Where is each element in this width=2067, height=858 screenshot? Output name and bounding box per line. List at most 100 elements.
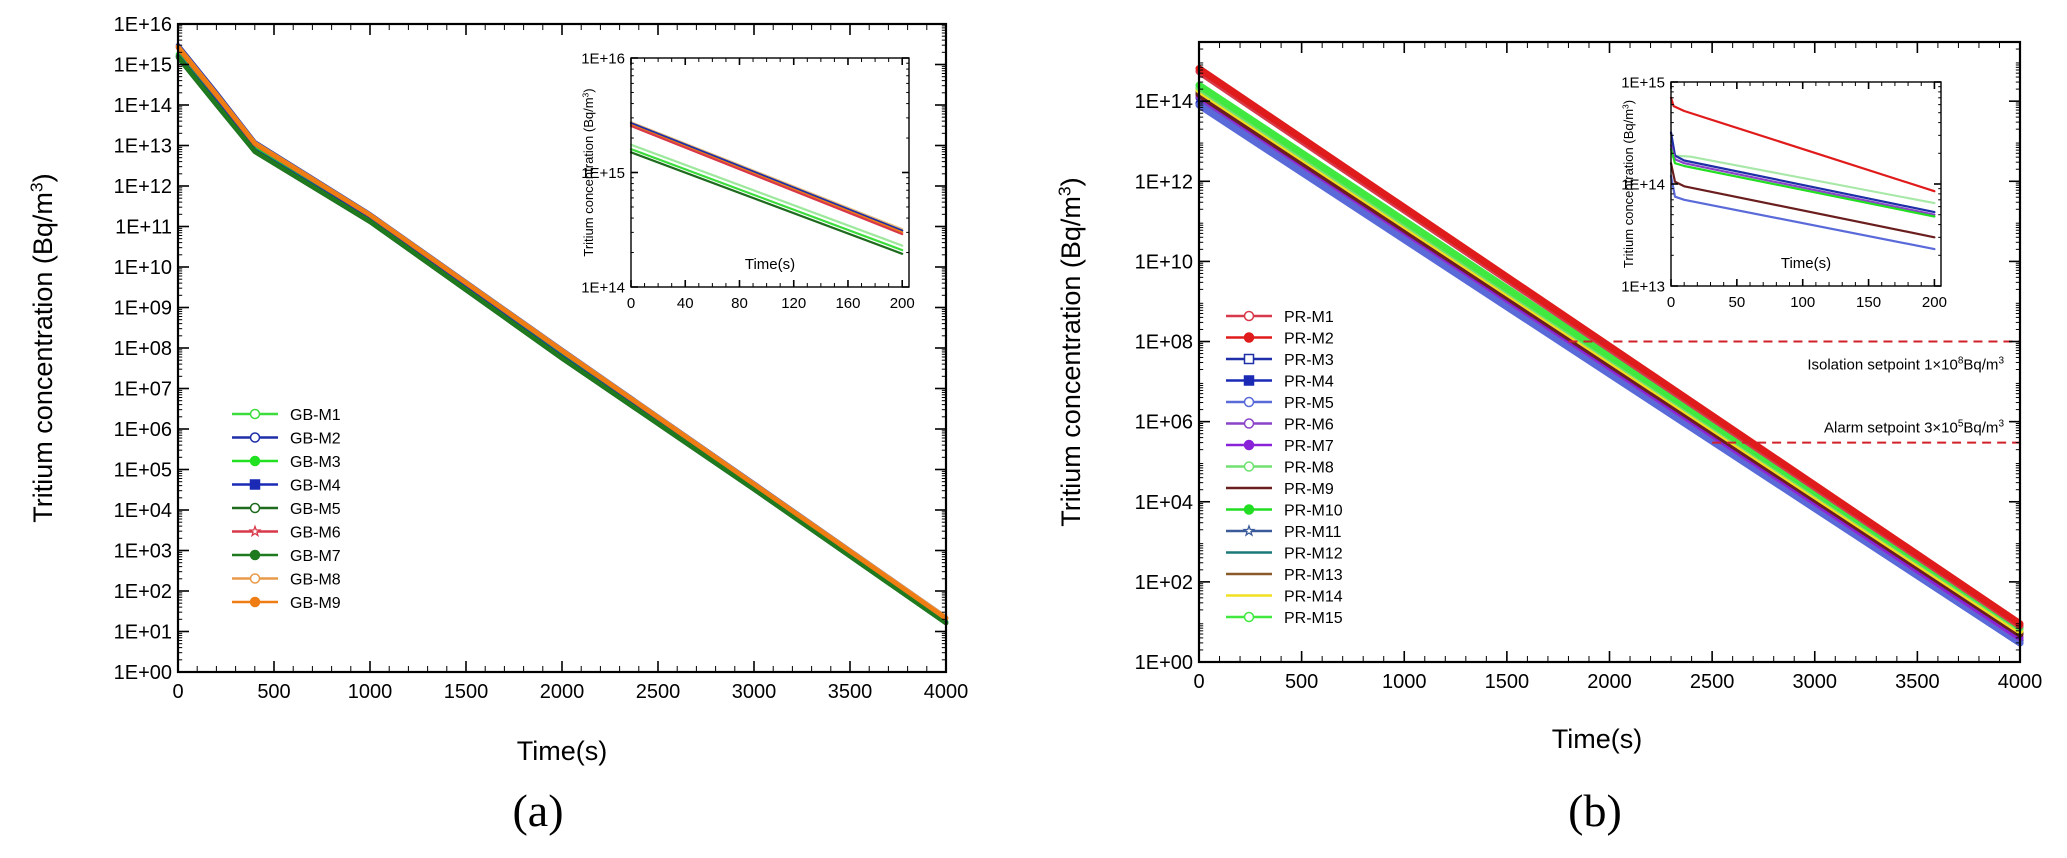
legend-label: PR-M8 <box>1284 460 1334 477</box>
y-tick-label: 1E+07 <box>114 379 172 401</box>
y-tick-label: 1E+08 <box>114 338 172 360</box>
x-tick-label: 1000 <box>1382 671 1427 693</box>
setpoint-label-unit: Bq/m <box>1963 420 1998 437</box>
y-tick-label: 1E+04 <box>1135 492 1193 514</box>
a-inset-line <box>629 124 904 236</box>
y-axis-label: Tritium concentration (Bq/m3) <box>1055 177 1086 526</box>
y-axis-label-sup: 3 <box>1055 186 1075 196</box>
x-axis-label: Time(s) <box>517 736 607 766</box>
legend-entry: PR-M13 <box>1226 567 1343 584</box>
setpoint-label-sup: 5 <box>1958 419 1964 430</box>
a-inset-y-axis-label-end: ) <box>581 88 596 92</box>
b-inset-line <box>1669 162 1936 239</box>
legend-label: PR-M11 <box>1284 524 1342 541</box>
x-tick-label: 1500 <box>444 681 489 703</box>
legend-label: GB-M8 <box>290 572 341 589</box>
x-tick-label: 3500 <box>1895 671 1940 693</box>
y-tick-label: 1E+06 <box>1135 412 1193 434</box>
y-axis-label-main: Tritium concentration (Bq/m <box>28 192 58 523</box>
series-line-gb-m7 <box>175 54 949 626</box>
legend-marker <box>1243 504 1255 515</box>
legend-marker <box>1243 418 1255 429</box>
y-axis-label: Tritium concentration (Bq/m3) <box>27 173 58 522</box>
panel-a-chart: 0 500 1000 1500 2000 2500 3000 3500 40001E+001E+… <box>27 14 969 766</box>
setpoint-label-main: Alarm setpoint 3×10 <box>1824 420 1958 437</box>
legend-marker <box>249 455 261 467</box>
legend-label: PR-M15 <box>1284 610 1343 627</box>
legend-entry: PR-M7 <box>1226 438 1334 455</box>
legend-entry: PR-M2 <box>1226 331 1334 348</box>
x-tick-label: 1000 <box>348 681 393 703</box>
legend-marker <box>1243 332 1255 343</box>
x-tick-label: 0 <box>172 681 183 703</box>
legend-entry: GB-M9 <box>232 595 341 612</box>
legend-label: PR-M7 <box>1284 438 1334 455</box>
y-tick-label: 1E+13 <box>114 136 172 158</box>
setpoint-label-unit: Bq/m <box>1963 357 1998 374</box>
y-tick-label: 1E+00 <box>1135 652 1193 674</box>
legend-entry: GB-M5 <box>232 501 341 518</box>
legend-marker <box>249 596 261 608</box>
legend-entry: PR-M6 <box>1226 417 1334 434</box>
x-tick-label: 500 <box>1285 671 1318 693</box>
y-axis-label-sup: 3 <box>27 182 47 192</box>
x-tick-label: 0 <box>1193 671 1204 693</box>
y-tick-label: 1E+16 <box>114 14 172 36</box>
legend-label: PR-M10 <box>1284 503 1343 520</box>
legend-label: GB-M9 <box>290 595 341 612</box>
a-inset-y-tick-label: 1E+14 <box>581 279 625 296</box>
y-axis-label-main: Tritium concentration (Bq/m <box>1056 196 1086 527</box>
legend-entry: PR-M9 <box>1226 481 1334 498</box>
a-inset-x-tick-label: 40 <box>677 295 694 312</box>
a-inset-y-tick-label: 1E+15 <box>581 165 625 182</box>
a-inset-x-tick-label: 120 <box>781 295 806 312</box>
y-tick-label: 1E+00 <box>114 662 172 684</box>
legend-marker <box>1243 461 1255 472</box>
setpoint-label-sup: 8 <box>1958 356 1964 367</box>
y-tick-label: 1E+12 <box>1135 171 1193 193</box>
legend-marker <box>1243 375 1255 386</box>
legend-entry: GB-M7 <box>232 548 341 565</box>
y-tick-label: 1E+01 <box>114 622 172 644</box>
legend-label: GB-M5 <box>290 501 341 518</box>
legend-entry: PR-M8 <box>1226 460 1334 477</box>
x-tick-label: 2500 <box>1690 671 1735 693</box>
legend-marker <box>1242 524 1256 537</box>
y-axis-label-end: ) <box>28 173 58 182</box>
x-tick-label: 2000 <box>540 681 585 703</box>
legend-entry: PR-M5 <box>1226 395 1334 412</box>
x-tick-label: 4000 <box>924 681 969 703</box>
y-axis-label-end: ) <box>1056 177 1086 186</box>
y-tick-label: 1E+05 <box>114 460 172 482</box>
b-inset-x-tick-label: 0 <box>1667 294 1675 311</box>
a-inset-x-axis-label: Time(s) <box>745 256 795 273</box>
x-tick-label: 3000 <box>732 681 777 703</box>
b-inset-x-tick-label: 200 <box>1922 294 1947 311</box>
setpoint-label-unit-sup: 3 <box>1998 356 2004 367</box>
legend-label: GB-M2 <box>290 431 341 448</box>
legend-marker <box>1243 353 1255 365</box>
legend-marker <box>1243 611 1255 623</box>
legend-entry: PR-M14 <box>1226 589 1343 606</box>
y-tick-label: 1E+02 <box>114 581 172 603</box>
x-tick-label: 2500 <box>636 681 681 703</box>
a-inset-line <box>629 148 904 252</box>
b-inset-x-axis-label: Time(s) <box>1781 255 1831 272</box>
b-inset-x-tick-label: 100 <box>1790 294 1815 311</box>
legend-marker <box>1243 396 1255 408</box>
setpoint-label-main: Isolation setpoint 1×10 <box>1807 357 1958 374</box>
legend-marker <box>248 524 262 538</box>
a-inset-y-axis-label-main: Tritium concentration (Bq/m <box>581 97 596 256</box>
b-inset-y-tick-label: 1E+13 <box>1621 278 1665 295</box>
legend-label: GB-M3 <box>290 454 341 471</box>
x-tick-label: 500 <box>257 681 290 703</box>
legend-label: PR-M14 <box>1284 589 1343 606</box>
setpoint-label: Isolation setpoint 1×108Bq/m3 <box>1807 356 2004 374</box>
b-inset-y-axis-label-end: ) <box>1621 100 1636 104</box>
y-tick-label: 1E+04 <box>114 500 172 522</box>
legend-entry: PR-M15 <box>1226 610 1343 627</box>
a-inset-y-tick-label: 1E+16 <box>581 50 625 67</box>
y-tick-label: 1E+06 <box>114 419 172 441</box>
y-tick-label: 1E+15 <box>114 55 172 77</box>
